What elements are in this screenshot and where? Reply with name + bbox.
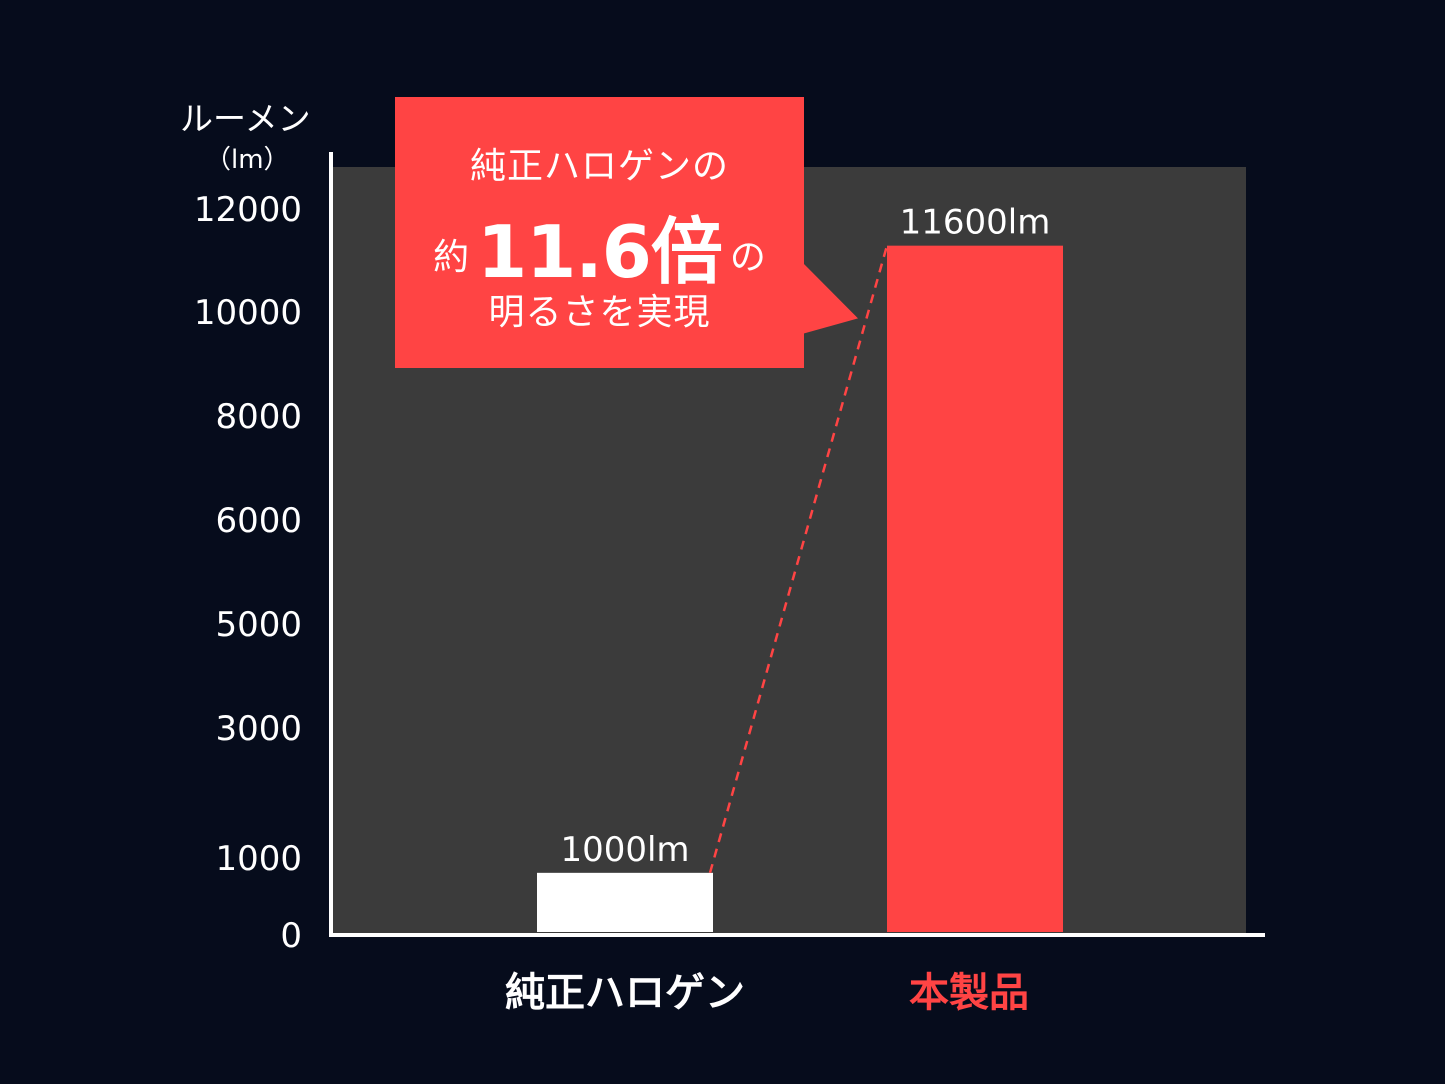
bar: [887, 245, 1063, 932]
callout-line2: 約 11.6倍の: [395, 193, 804, 298]
y-tick-label: 10000: [194, 293, 302, 333]
y-tick-label: 12000: [194, 190, 302, 230]
callout-line3: 明るさを実現: [488, 292, 711, 333]
y-tick-label: 3000: [215, 709, 302, 749]
callout-suffix: の: [729, 237, 766, 278]
y-tick-label: 8000: [215, 397, 302, 437]
y-tick-label: 0: [280, 916, 302, 956]
bars: [537, 245, 1063, 932]
y-tick-label: 5000: [215, 605, 302, 645]
value-labels: 1000lm 11600lm: [560, 203, 1050, 870]
connector-dashed-line: [708, 245, 889, 874]
y-tick-label: 6000: [215, 501, 302, 541]
x-category-label: 本製品: [909, 970, 1029, 1016]
bar: [537, 872, 713, 932]
bar-value-label: 1000lm: [560, 830, 689, 870]
callout-highlight: 11.6倍: [477, 210, 723, 294]
highlight-callout: 純正ハロゲンの 約 11.6倍の 明るさを実現: [395, 97, 804, 368]
y-tick-labels: 0 1000 3000 5000 6000 8000 10000 12000: [194, 190, 302, 956]
bar-value-label: 11600lm: [900, 203, 1051, 243]
x-category-label: 純正ハロゲン: [505, 970, 745, 1016]
callout-line1: 純正ハロゲンの: [469, 146, 729, 187]
category-labels: 純正ハロゲン 本製品: [505, 970, 1029, 1016]
y-axis-unit: （lm）: [205, 145, 290, 175]
y-tick-label: 1000: [215, 839, 302, 879]
callout-prefix: 約: [433, 237, 470, 278]
y-axis-title: ルーメン: [180, 99, 311, 138]
